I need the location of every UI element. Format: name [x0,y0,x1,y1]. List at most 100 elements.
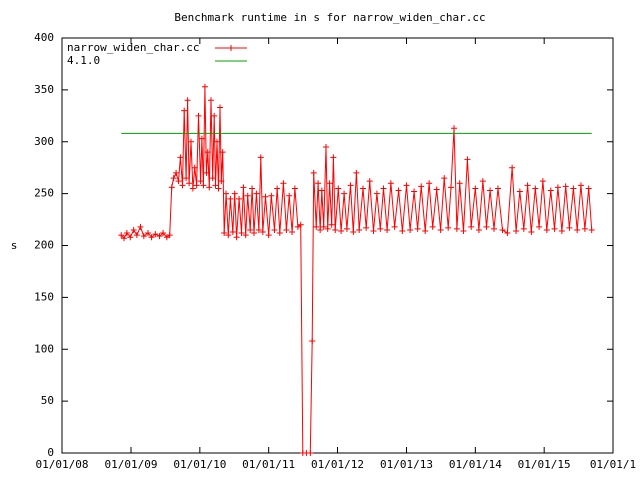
point-marker [215,185,222,192]
point-marker [276,230,283,237]
point-marker [513,227,520,234]
point-marker [464,156,471,163]
point-marker [418,183,425,190]
point-marker [341,190,348,197]
point-marker [347,182,354,189]
point-marker [487,187,494,194]
point-marker [168,184,175,191]
point-marker [310,169,317,176]
point-marker [468,223,475,230]
point-marker [280,180,287,187]
x-tick-label: 01/01/14 [449,458,502,471]
point-marker [212,182,219,189]
point-marker [229,229,236,236]
point-marker [156,233,163,240]
point-marker [173,169,180,176]
point-marker [353,169,360,176]
point-marker [206,184,213,191]
point-marker [483,223,490,230]
point-marker [422,227,429,234]
point-marker [460,227,467,234]
point-marker [186,180,193,187]
point-marker [118,232,125,239]
point-marker [207,97,214,104]
point-marker [324,225,331,232]
point-marker [227,195,234,202]
plot-frame [61,37,614,454]
point-marker [343,225,350,232]
point-marker [140,233,147,240]
legend-label: narrow_widen_char.cc [67,41,199,54]
point-marker [547,187,554,194]
point-marker [532,185,539,192]
point-marker [175,178,182,185]
point-marker [426,180,433,187]
point-marker [244,192,251,199]
point-marker [588,226,595,233]
point-marker [217,104,224,111]
point-marker [218,178,225,185]
point-marker [516,188,523,195]
point-marker [429,223,436,230]
y-tick-label: 250 [34,187,54,200]
point-marker [318,187,325,194]
y-tick-label: 400 [34,31,54,44]
point-marker [291,185,298,192]
point-marker [286,192,293,199]
point-marker [166,232,173,239]
point-marker [384,226,391,233]
point-marker [330,154,337,161]
point-marker [558,227,565,234]
point-marker [193,182,200,189]
point-marker [543,226,550,233]
point-marker [197,178,204,185]
point-marker [259,229,266,236]
point-marker [350,229,357,236]
point-marker [499,226,506,233]
point-marker [566,224,573,231]
point-marker [313,223,320,230]
point-marker [219,149,226,156]
point-marker [198,135,205,142]
point-marker [130,226,137,233]
point-marker [200,182,207,189]
point-marker [144,230,151,237]
point-marker [356,226,363,233]
point-marker [262,193,269,200]
x-tick-label: 01/01/13 [380,458,433,471]
point-marker [395,187,402,194]
point-marker [581,225,588,232]
point-marker [209,175,216,182]
point-marker [236,195,243,202]
point-marker [335,185,342,192]
point-marker [399,227,406,234]
point-marker [317,226,324,233]
point-marker [195,112,202,119]
point-marker [451,125,458,132]
y-axis-label: s [11,239,18,252]
point-marker [127,234,134,241]
point-marker [191,164,198,171]
point-marker [160,230,167,237]
point-marker [528,229,535,236]
point-marker [133,232,140,239]
point-marker [189,185,196,192]
point-marker [574,226,581,233]
point-marker [249,185,256,192]
point-marker [332,226,339,233]
point-marker [240,184,247,191]
point-marker [414,225,421,232]
x-tick-label: 01/01/1 [590,458,636,471]
x-tick-label: 01/01/12 [311,458,364,471]
point-marker [373,190,380,197]
point-marker [326,180,333,187]
point-marker [411,188,418,195]
point-marker [479,178,486,185]
point-marker [177,154,184,161]
x-tick-label: 01/01/11 [242,458,295,471]
point-marker [472,185,479,192]
point-marker [551,225,558,232]
x-tick-label: 01/01/08 [36,458,89,471]
point-marker [214,138,221,145]
